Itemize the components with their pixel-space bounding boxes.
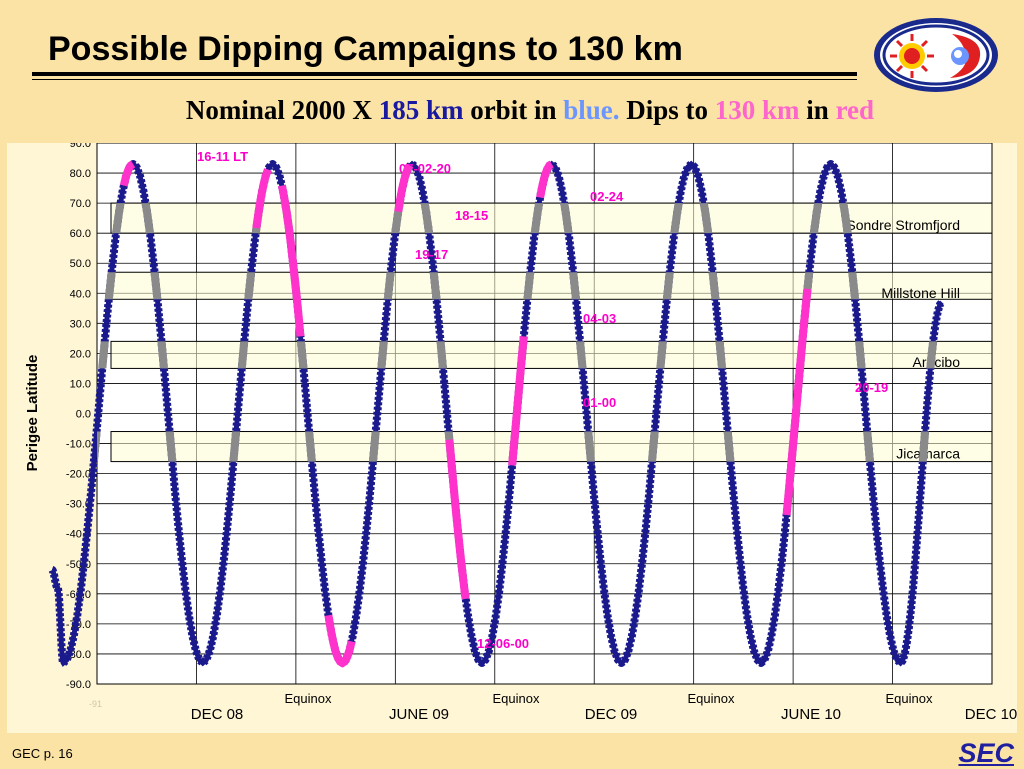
dip-label: 04-03: [583, 311, 616, 326]
chart-subtitle: Nominal 2000 X 185 km orbit in blue. Dip…: [0, 95, 1024, 126]
y-axis-label: Perigee Latitude: [24, 355, 41, 472]
perigee-latitude-chart: 90.0 80.0 70.0 60.0 50.0 40.0 30.0 20.0 10.0 0.0 -…: [24, 143, 1017, 723]
x-tick-label: JUNE 09: [389, 706, 449, 723]
y-tick-label: 30.0: [70, 318, 91, 330]
subtitle-part2: 185 km: [378, 95, 464, 125]
sec-brand: SEC: [958, 738, 1014, 768]
dip-label: 19-17: [415, 247, 448, 262]
dip-segment: [324, 614, 356, 668]
title-rule: [32, 72, 857, 76]
dip-segment: [445, 439, 470, 600]
subtitle-part7: in: [806, 95, 829, 125]
y-tick-label: 50.0: [70, 258, 91, 270]
station-band: [110, 431, 993, 463]
dip-label: 12-06-00: [477, 636, 529, 651]
x-tick-label: DEC 09: [585, 706, 638, 723]
subtitle-part3: orbit in: [470, 95, 557, 125]
y-tick-label: 70.0: [70, 198, 91, 210]
y-tick-label: 90.0: [70, 143, 91, 150]
slide-title: Possible Dipping Campaigns to 130 km: [48, 30, 683, 68]
dip-label: 07-02-20: [399, 161, 451, 176]
chart-panel: 90.0 80.0 70.0 60.0 50.0 40.0 30.0 20.0 10.0 0.0 -…: [7, 143, 1017, 733]
station-label: Millstone Hill: [881, 285, 960, 301]
dip-segment: [782, 288, 812, 516]
station-label: Jicamarca: [896, 446, 960, 462]
y-tick-label: 20.0: [70, 348, 91, 360]
dip-segment: [508, 336, 528, 466]
dip-label: 16-11 LT: [197, 149, 248, 164]
equinox-label: Equinox: [285, 691, 332, 706]
y-tick-label: 80.0: [70, 168, 91, 180]
x-tick-label: DEC 10: [965, 706, 1017, 723]
equinox-label: Equinox: [688, 691, 735, 706]
y-tick-label: 10.0: [70, 378, 91, 390]
y-tick-label: 60.0: [70, 228, 91, 240]
dip-segment: [536, 160, 554, 199]
page-footer: GEC p. 16: [12, 746, 73, 761]
subtitle-part4: blue.: [563, 95, 620, 125]
dip-label: 02-24: [590, 189, 624, 204]
station-label: Sondre Stromfjord: [846, 217, 960, 233]
subtitle-part1: Nominal 2000 X: [185, 95, 372, 125]
logo-icon: [874, 18, 998, 92]
dip-label: 01-00: [583, 395, 616, 410]
subtitle-part5: Dips to: [626, 95, 709, 125]
y-tick-label: -20.0: [66, 469, 91, 481]
dip-segment: [119, 160, 136, 187]
x-tick-label: JUNE 10: [781, 706, 841, 723]
dip-segment: [277, 184, 305, 337]
y-tick-label: -30.0: [66, 499, 91, 511]
station-band: [110, 271, 993, 300]
station-label: Arecibo: [913, 354, 961, 370]
corner-mark: -91: [89, 699, 102, 709]
y-tick-label: -10.0: [66, 439, 91, 451]
y-tick-label: -90.0: [66, 679, 91, 691]
dip-segment: [394, 163, 414, 213]
x-tick-label: DEC 08: [191, 706, 244, 723]
station-band: [110, 340, 993, 369]
subtitle-part6: 130 km: [714, 95, 800, 125]
title-rule-thin: [32, 79, 857, 80]
subtitle-part8: red: [835, 95, 875, 125]
dip-label: 20-19: [855, 380, 888, 395]
y-tick-label: 40.0: [70, 288, 91, 300]
y-tick-label: 0.0: [76, 409, 91, 421]
dip-segment: [252, 168, 272, 229]
dip-label: 18-15: [455, 208, 488, 223]
equinox-label: Equinox: [886, 691, 933, 706]
equinox-label: Equinox: [493, 691, 540, 706]
